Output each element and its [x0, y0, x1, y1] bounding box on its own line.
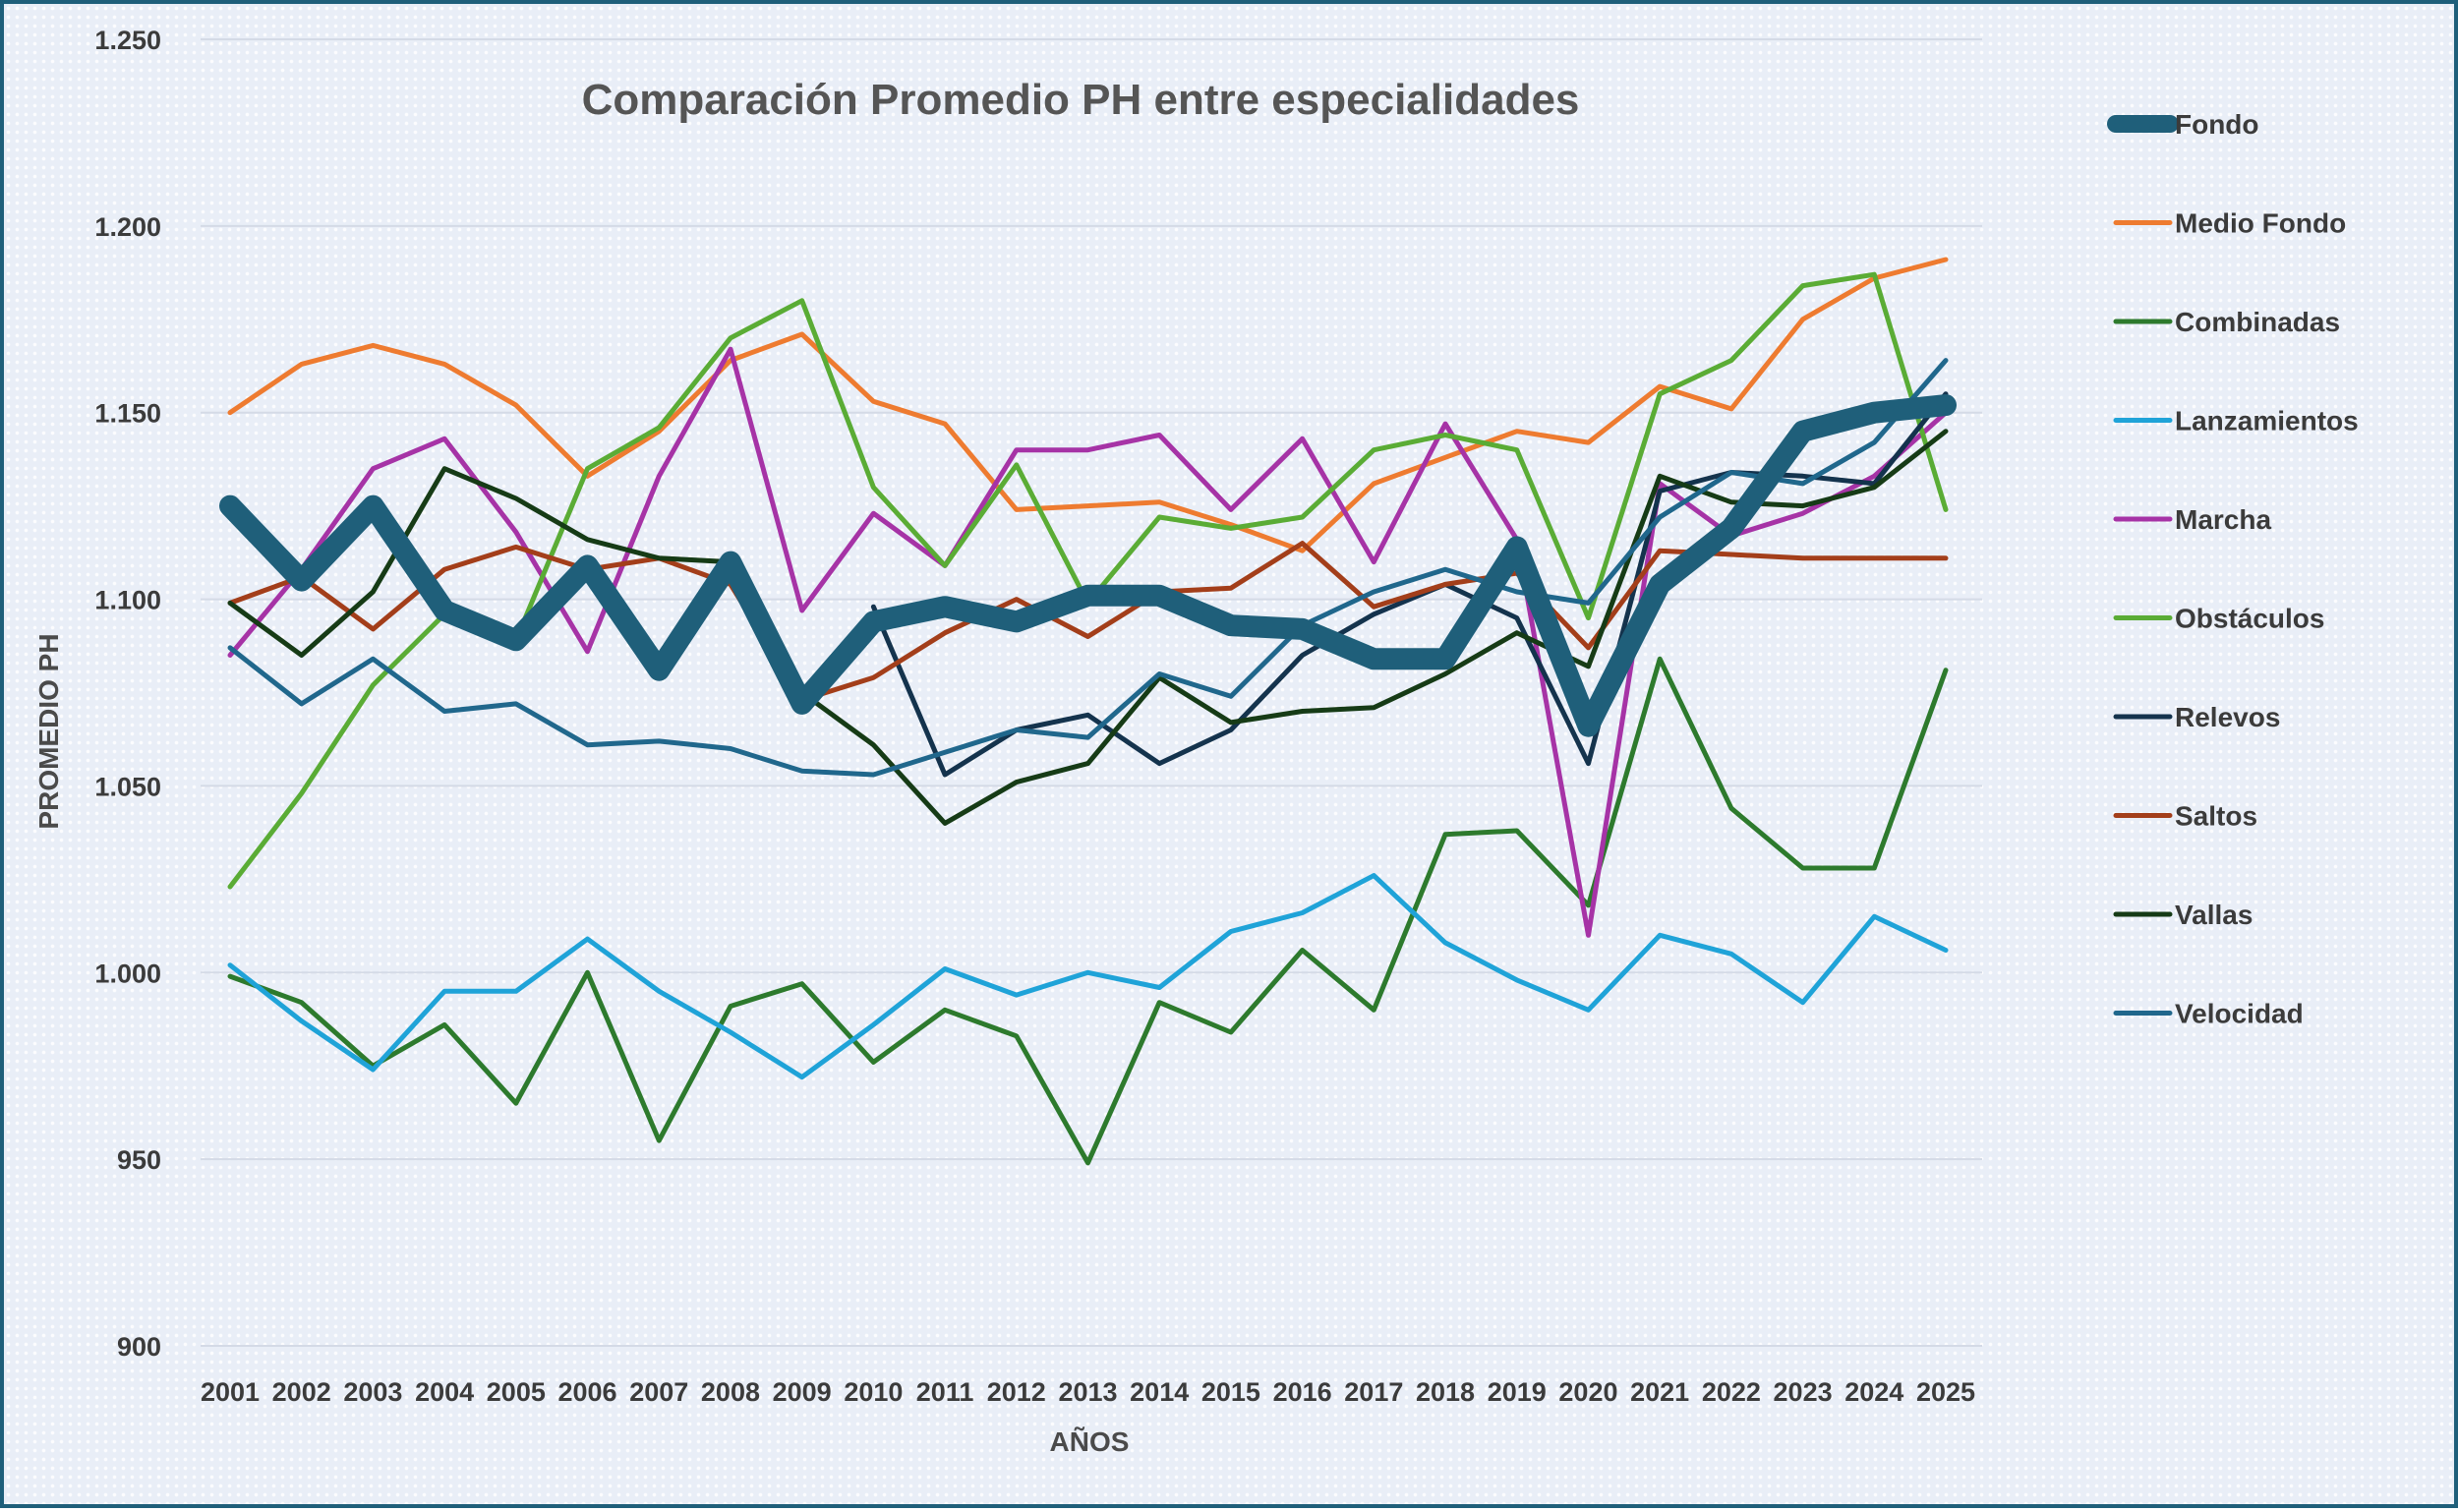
series-line-combinadas: [227, 656, 1949, 1166]
line-chart: 900 950 1.000 1.050 1.100 1.150 1.200 1.250 200…: [33, 26, 2359, 1457]
series-line-lanzamientos: [227, 873, 1949, 1080]
legend-label-medio-fondo: Medio Fondo: [2175, 208, 2346, 239]
x-tick-label: 2015: [1201, 1377, 1260, 1407]
chart-title: Comparación Promedio PH entre especialid…: [582, 76, 1580, 124]
legend-label-obstaculos: Obstáculos: [2175, 604, 2324, 634]
x-tick-label: 2009: [773, 1377, 832, 1407]
x-axis-title: AÑOS: [1050, 1426, 1130, 1457]
x-tick-label: 2013: [1058, 1377, 1117, 1407]
legend-label-fondo: Fondo: [2175, 109, 2259, 140]
y-axis-title: PROMEDIO PH: [33, 633, 64, 829]
x-tick-label: 2016: [1273, 1377, 1332, 1407]
x-tick-label: 2002: [272, 1377, 331, 1407]
series-line-saltos: [227, 541, 1949, 703]
legend-label-marcha: Marcha: [2175, 504, 2271, 535]
x-tick-label: 2005: [487, 1377, 546, 1407]
y-axis-ticks: 900 950 1.000 1.050 1.100 1.150 1.200 1.250: [94, 26, 161, 1362]
x-tick-label: 2022: [1702, 1377, 1761, 1407]
x-tick-label: 2006: [558, 1377, 617, 1407]
x-tick-label: 2020: [1558, 1377, 1617, 1407]
legend-label-relevos: Relevos: [2175, 702, 2280, 732]
x-axis-ticks: 2001 2002 2003 2004 2005 2006 2007 2008 2009 2010…: [201, 1377, 1975, 1407]
x-tick-label: 2024: [1844, 1377, 1903, 1407]
x-tick-label: 2017: [1344, 1377, 1403, 1407]
series-line-obstaculos: [227, 271, 1949, 890]
x-tick-label: 2010: [844, 1377, 903, 1407]
series-line-fondo: [219, 394, 1957, 737]
x-tick-label: 2019: [1488, 1377, 1547, 1407]
x-tick-label: 2008: [701, 1377, 760, 1407]
y-tick-label: 1.000: [94, 959, 161, 988]
x-tick-label: 2001: [201, 1377, 260, 1407]
y-tick-label: 1.050: [94, 772, 161, 801]
series-lines: [219, 257, 1957, 1166]
x-tick-label: 2023: [1774, 1377, 1833, 1407]
x-tick-label: 2003: [343, 1377, 402, 1407]
legend: Fondo Medio Fondo Combinadas Lanzamientos Ma…: [2107, 109, 2359, 1029]
y-tick-label: 950: [117, 1145, 161, 1175]
x-tick-label: 2007: [629, 1377, 688, 1407]
x-tick-label: 2018: [1416, 1377, 1475, 1407]
series-line-marcha: [227, 346, 1949, 938]
legend-label-velocidad: Velocidad: [2175, 999, 2304, 1029]
x-tick-label: 2011: [916, 1377, 974, 1407]
y-tick-label: 1.250: [94, 26, 161, 55]
x-tick-label: 2012: [987, 1377, 1046, 1407]
x-tick-label: 2021: [1630, 1377, 1689, 1407]
y-tick-label: 1.100: [94, 586, 161, 615]
y-tick-label: 900: [117, 1332, 161, 1362]
legend-label-vallas: Vallas: [2175, 900, 2253, 930]
legend-label-combinadas: Combinadas: [2175, 307, 2340, 337]
series-line-velocidad: [227, 358, 1949, 778]
x-tick-label: 2004: [415, 1377, 474, 1407]
series-line-vallas: [227, 429, 1949, 826]
legend-label-lanzamientos: Lanzamientos: [2175, 406, 2359, 436]
y-tick-label: 1.150: [94, 399, 161, 429]
x-tick-label: 2014: [1130, 1377, 1189, 1407]
series-line-medio-fondo: [227, 257, 1949, 553]
y-tick-label: 1.200: [94, 212, 161, 242]
legend-label-saltos: Saltos: [2175, 801, 2257, 832]
x-tick-label: 2025: [1916, 1377, 1975, 1407]
